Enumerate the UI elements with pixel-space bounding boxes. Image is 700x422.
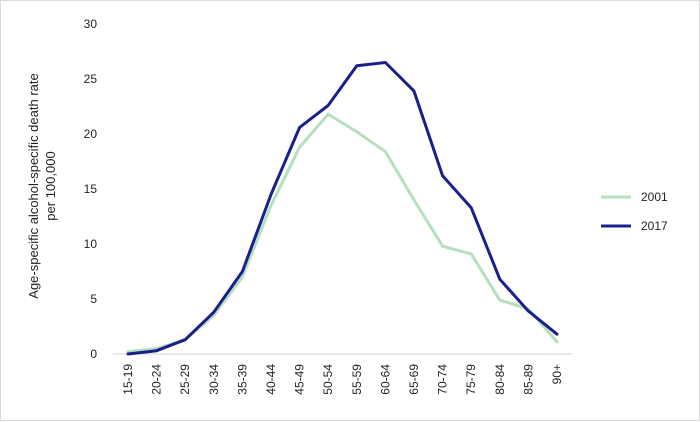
data-point-2001 bbox=[470, 252, 473, 255]
x-tick-label: 25-29 bbox=[178, 364, 192, 395]
y-axis-label: Age-specific alcohol-specific death rate… bbox=[26, 73, 58, 298]
data-point-2017 bbox=[241, 270, 244, 273]
x-tick-label: 75-79 bbox=[464, 364, 478, 395]
x-tick-label: 45-49 bbox=[293, 364, 307, 395]
data-point-2017 bbox=[127, 353, 130, 356]
data-point-2017 bbox=[355, 64, 358, 67]
y-tick-label: 30 bbox=[84, 17, 98, 31]
y-axis-label-line-2: per 100,000 bbox=[43, 151, 58, 220]
data-point-2001 bbox=[556, 340, 559, 343]
legend-label: 2001 bbox=[641, 190, 668, 204]
x-tick-label: 30-34 bbox=[207, 364, 221, 395]
x-tick-label: 55-59 bbox=[350, 364, 364, 395]
x-tick-label: 60-64 bbox=[378, 364, 392, 395]
x-tick-label: 85-89 bbox=[521, 364, 535, 395]
y-tick-label: 5 bbox=[90, 292, 97, 306]
y-axis-label-line-1: Age-specific alcohol-specific death rate bbox=[26, 73, 41, 298]
y-tick-label: 10 bbox=[84, 237, 98, 251]
data-point-2001 bbox=[241, 276, 244, 279]
x-tick-label: 50-54 bbox=[321, 364, 335, 395]
x-axis-ticks: 15-19 20-24 25-29 30-34 35-39 40-44 45-49 50-54… bbox=[121, 364, 564, 395]
data-point-2017 bbox=[498, 278, 501, 281]
x-tick-label: 65-69 bbox=[407, 364, 421, 395]
series-line-2001 bbox=[126, 112, 559, 354]
x-tick-label: 35-39 bbox=[235, 364, 249, 395]
y-tick-label: 0 bbox=[90, 347, 97, 361]
data-point-2017 bbox=[413, 90, 416, 93]
y-axis-ticks: 0 5 10 15 20 25 30 bbox=[84, 17, 98, 361]
data-point-2017 bbox=[470, 206, 473, 209]
data-point-2017 bbox=[155, 349, 158, 352]
series-line-2017 bbox=[126, 61, 559, 356]
data-point-2001 bbox=[498, 299, 501, 302]
data-point-2017 bbox=[441, 174, 444, 177]
x-tick-label: 90+ bbox=[550, 364, 564, 384]
data-point-2017 bbox=[384, 61, 387, 64]
legend: 2001 2017 bbox=[601, 190, 668, 233]
data-point-2001 bbox=[298, 146, 301, 149]
data-point-2001 bbox=[327, 113, 330, 116]
data-point-2001 bbox=[413, 199, 416, 202]
x-tick-label: 70-74 bbox=[436, 364, 450, 395]
x-tick-label: 15-19 bbox=[121, 364, 135, 395]
data-point-2001 bbox=[270, 204, 273, 207]
data-point-2001 bbox=[355, 130, 358, 133]
data-point-2001 bbox=[384, 150, 387, 153]
y-tick-label: 15 bbox=[84, 182, 98, 196]
data-point-2017 bbox=[184, 338, 187, 341]
data-point-2017 bbox=[270, 193, 273, 196]
x-tick-label: 20-24 bbox=[150, 364, 164, 395]
data-point-2017 bbox=[327, 104, 330, 107]
y-tick-label: 20 bbox=[84, 127, 98, 141]
data-point-2017 bbox=[556, 333, 559, 336]
legend-label: 2017 bbox=[641, 219, 668, 233]
data-point-2017 bbox=[212, 311, 215, 314]
x-tick-label: 80-84 bbox=[493, 364, 507, 395]
data-point-2001 bbox=[441, 245, 444, 248]
y-tick-label: 25 bbox=[84, 72, 98, 86]
data-point-2017 bbox=[527, 310, 530, 313]
x-tick-label: 40-44 bbox=[264, 364, 278, 395]
series-lines bbox=[126, 61, 559, 356]
data-point-2017 bbox=[298, 126, 301, 129]
